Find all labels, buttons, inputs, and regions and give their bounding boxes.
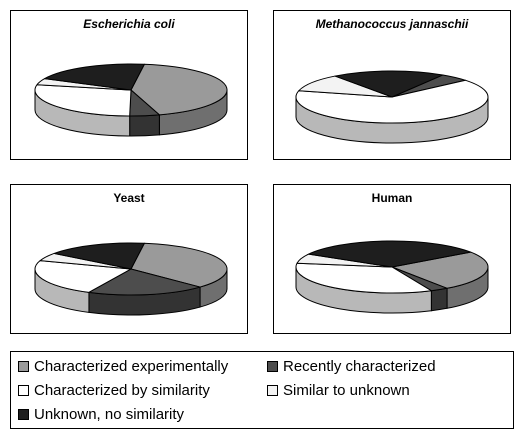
pie-tops	[295, 240, 489, 294]
pie-chart-human	[295, 240, 489, 314]
legend-label: Recently characterized	[283, 358, 436, 375]
pie-sides	[34, 268, 228, 316]
legend-item: Similar to unknown	[267, 382, 410, 399]
pie-chart-ecoli	[34, 63, 228, 137]
legend-swatch	[18, 361, 29, 372]
chart-title: Human	[371, 191, 413, 205]
legend-label: Similar to unknown	[283, 382, 410, 399]
pie-slice-characterized-by-similarity	[295, 262, 432, 294]
legend-item: Unknown, no similarity	[18, 406, 184, 423]
pie-slice-characterized-experimentally	[391, 251, 489, 289]
chart-title: Methanococcus jannaschii	[315, 17, 469, 31]
pie-tops	[34, 63, 228, 117]
legend-item: Recently characterized	[267, 358, 436, 375]
pie-tops	[34, 242, 228, 296]
pie-slice-unknown-no-similarity	[53, 242, 145, 270]
pie-slice-characterized-experimentally	[130, 63, 228, 116]
legend-label: Characterized by similarity	[34, 382, 210, 399]
pie-slice-unknown-no-similarity	[334, 70, 444, 98]
pie-slice-characterized-by-similarity	[34, 84, 132, 117]
pie-side-recently-characterized	[129, 114, 160, 137]
pie-side-recently-characterized	[430, 287, 448, 312]
chart-title: Yeast	[113, 191, 145, 205]
panel-ecoli: Escherichia coli	[10, 10, 248, 160]
pie-chart-methanococcus	[295, 70, 489, 144]
pie-slice-similar-to-unknown	[298, 75, 393, 98]
pie-slice-recently-characterized	[88, 268, 201, 296]
panel-yeast: Yeast	[10, 184, 248, 334]
legend-item: Characterized experimentally	[18, 358, 228, 375]
pie-slice-unknown-no-similarity	[44, 63, 145, 91]
chart-title: Escherichia coli	[83, 17, 175, 31]
pie-slice-characterized-by-similarity	[34, 260, 132, 293]
chart-legend: Characterized experimentally Recently ch…	[10, 351, 514, 429]
panel-human: Human	[273, 184, 511, 334]
pie-chart-yeast	[34, 242, 228, 316]
pie-slice-characterized-by-similarity	[295, 79, 489, 124]
pie-slice-characterized-experimentally	[130, 242, 228, 288]
pie-slice-unknown-no-similarity	[308, 240, 472, 268]
pie-tops	[295, 70, 489, 124]
panel-methanococcus: Methanococcus jannaschii	[273, 10, 511, 160]
legend-swatch	[267, 361, 278, 372]
legend-label: Characterized experimentally	[34, 358, 229, 375]
legend-swatch	[18, 385, 29, 396]
legend-item: Characterized by similarity	[18, 382, 210, 399]
legend-swatch	[267, 385, 278, 396]
legend-swatch	[18, 409, 29, 420]
legend-label: Unknown, no similarity	[34, 406, 185, 423]
